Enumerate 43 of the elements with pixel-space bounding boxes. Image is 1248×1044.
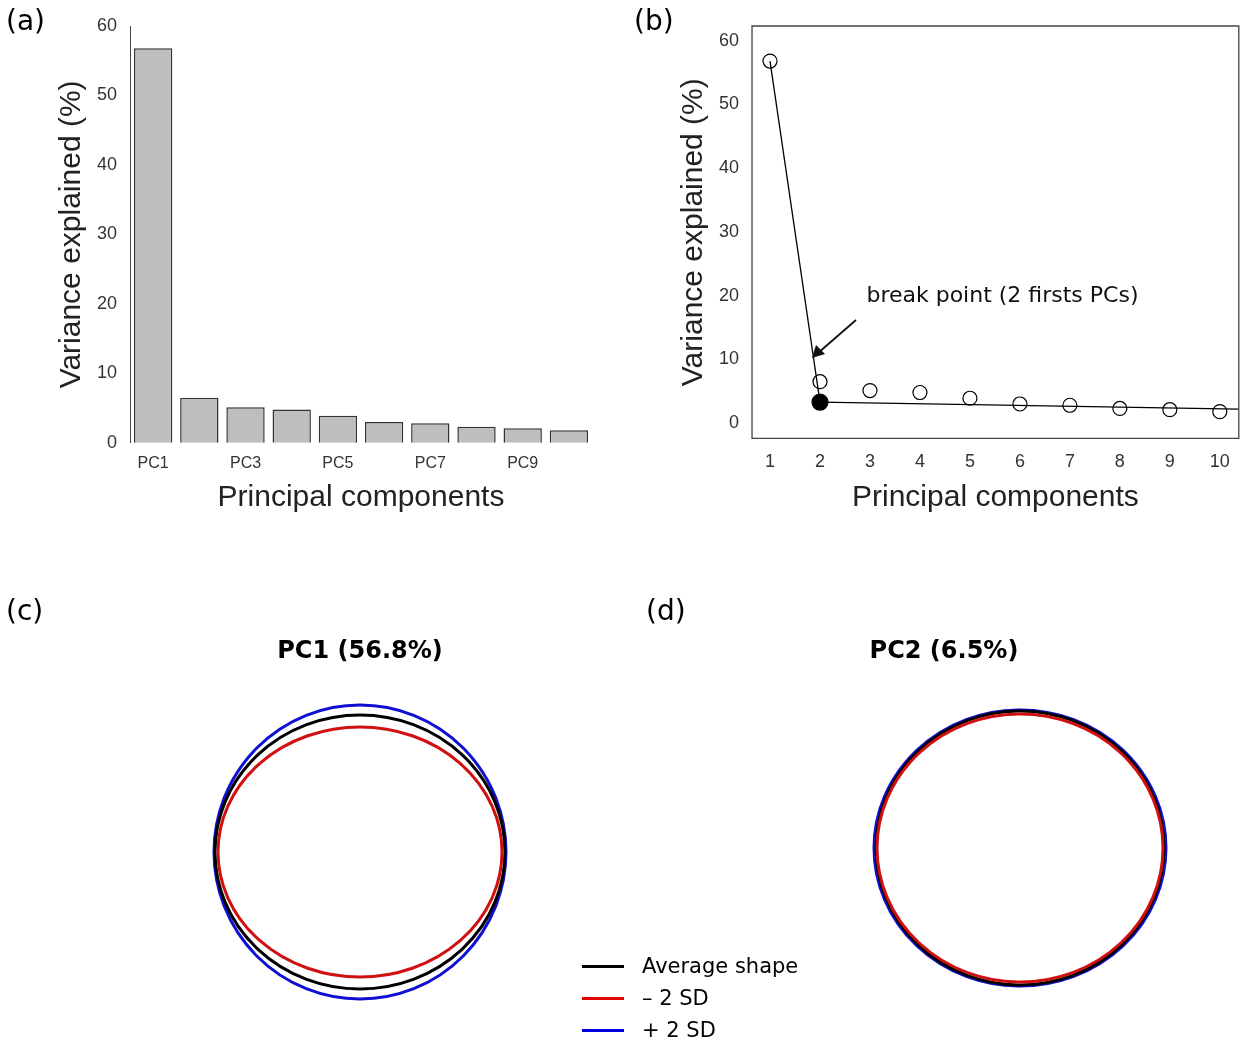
y-tick-label: 10 [718,348,740,369]
text: (d) [646,594,686,627]
x-tick-label: 8 [1114,451,1125,472]
y-tick-label: 10 [96,362,118,383]
y-tick-label: 20 [96,292,118,313]
x-tick-label: PC7 [414,453,446,471]
x-axis-title: Principal components [217,479,505,513]
y-axis-title: Variance explained (%) [675,78,709,387]
y-tick-label: 40 [718,157,740,178]
y-tick-label: 0 [107,431,118,452]
text: PC2 (6.5%) [868,636,1020,664]
y-tick-label: 60 [96,14,118,35]
annotation: break point (2 firsts PCs) [866,281,1139,307]
legend-label: Average shape [642,954,799,978]
x-tick-label: 3 [864,451,875,472]
x-tick-label: PC1 [137,453,169,471]
y-tick-label: 50 [96,84,118,105]
x-tick-label: 4 [914,451,925,472]
y-tick-label: 0 [729,412,740,433]
y-tick-label: 20 [718,284,740,305]
y-tick-label: 40 [96,153,118,174]
text: (a) [6,4,46,37]
y-axis-title: Variance explained (%) [53,80,87,389]
y-tick-label: 30 [718,220,740,241]
text: (b) [634,4,674,37]
x-tick-label: 7 [1064,451,1075,472]
y-tick-label: 60 [718,29,740,50]
x-tick-label: PC5 [322,453,354,471]
x-tick-label: PC9 [507,453,539,471]
x-tick-label: 5 [964,451,975,472]
text: (c) [6,594,44,627]
x-tick-label: PC3 [229,453,262,471]
x-axis-title: Principal components [852,479,1139,513]
text: PC1 (56.8%) [276,636,444,664]
legend-label: – 2 SD [642,986,709,1010]
legend-label: + 2 SD [642,1018,716,1042]
x-tick-label: 1 [765,451,776,472]
x-tick-label: 10 [1209,451,1230,472]
x-tick-label: 9 [1164,451,1175,472]
x-tick-label: 6 [1014,451,1025,472]
y-tick-label: 50 [718,93,740,114]
x-tick-label: 2 [814,451,825,472]
y-tick-label: 30 [96,223,118,244]
